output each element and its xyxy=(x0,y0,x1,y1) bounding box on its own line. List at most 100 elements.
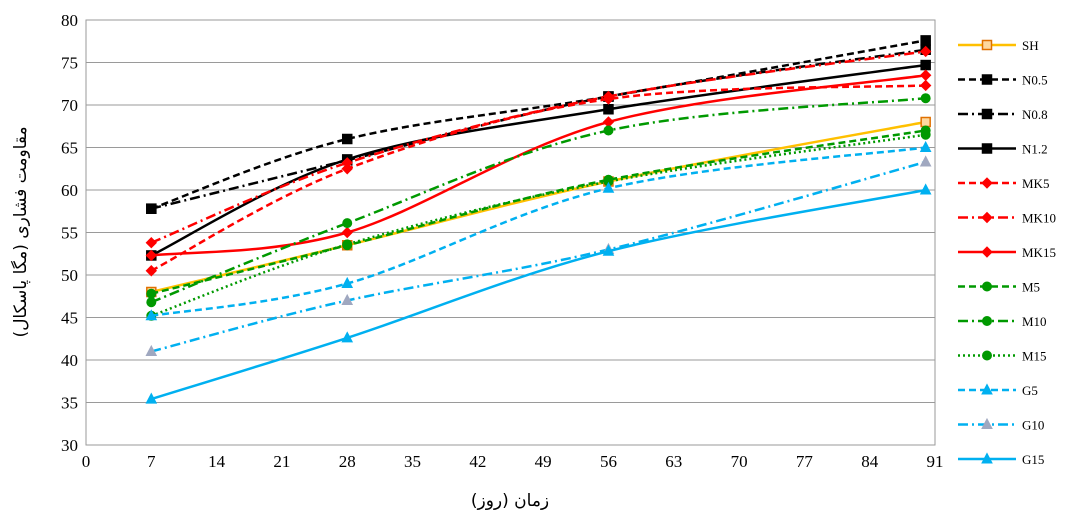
x-tick-label: 91 xyxy=(927,452,944,471)
x-tick-label: 70 xyxy=(731,452,748,471)
series-n0-8 xyxy=(146,44,931,214)
series-mk15 xyxy=(145,69,932,262)
legend-marker-mk15 xyxy=(981,246,993,258)
data-point-mk15 xyxy=(341,226,353,239)
series-line-sh xyxy=(151,120,926,294)
data-point-n0-5 xyxy=(920,35,931,46)
series-sh xyxy=(146,116,931,298)
x-tick-label: 49 xyxy=(535,452,552,471)
data-point-m10 xyxy=(920,93,931,104)
legend-label-n1-2: N1.2 xyxy=(1022,142,1048,157)
data-point-g10 xyxy=(919,155,932,167)
legend-marker-n1-2 xyxy=(981,143,993,154)
legend-item-n1-2: N1.2 xyxy=(958,142,1048,157)
legend-label-n0-8: N0.8 xyxy=(1022,107,1048,122)
data-point-g5 xyxy=(602,181,615,193)
legend-item-mk10: MK10 xyxy=(958,211,1056,226)
series-line-mk5 xyxy=(150,84,926,272)
series-mk10 xyxy=(145,45,932,249)
series-group xyxy=(145,35,932,404)
x-tick-label: 84 xyxy=(861,452,879,471)
series-mk5 xyxy=(145,79,932,277)
legend-marker-m10 xyxy=(982,316,992,326)
legend-marker-n0-5 xyxy=(981,74,993,85)
legend-label-m10: M10 xyxy=(1022,314,1047,329)
data-point-g10 xyxy=(145,344,158,356)
data-point-m10 xyxy=(146,297,157,308)
data-point-g5 xyxy=(919,140,932,152)
legend-marker-n0-8 xyxy=(981,108,993,120)
y-tick-label: 65 xyxy=(61,139,78,158)
series-line-m15 xyxy=(150,133,926,317)
x-tick-label: 21 xyxy=(273,452,290,471)
legend-item-m15: M15 xyxy=(958,349,1047,364)
legend-marker-mk5 xyxy=(981,177,993,189)
legend-marker-m5 xyxy=(982,281,992,292)
data-point-g15 xyxy=(602,244,615,256)
series-m10 xyxy=(146,93,931,308)
legend-marker-g5 xyxy=(981,383,993,395)
data-point-mk5 xyxy=(145,265,158,277)
data-point-m15 xyxy=(342,239,353,250)
legend-item-sh: SH xyxy=(958,38,1039,53)
legend-label-g15: G15 xyxy=(1022,452,1044,467)
x-tick-label: 56 xyxy=(600,452,617,471)
series-line-n0-8 xyxy=(151,48,926,210)
data-point-g5 xyxy=(145,309,158,321)
legend-marker-sh xyxy=(981,39,993,51)
plot-frame xyxy=(85,19,936,446)
legend-marker-g15 xyxy=(981,452,993,464)
data-point-mk10 xyxy=(919,45,932,58)
series-n1-2 xyxy=(146,59,931,261)
legend-marker-m15 xyxy=(982,350,992,361)
y-tick-label: 70 xyxy=(61,96,78,115)
legend-label-sh: SH xyxy=(1022,38,1039,53)
x-tick-label: 42 xyxy=(469,452,486,471)
data-point-n0-5 xyxy=(341,133,353,145)
data-point-g15 xyxy=(341,331,354,343)
legend: SH N0.5 N0.8 N1.2 MK5 MK10 MK15 M5 M10 M15 G5 G10 G1… xyxy=(958,38,1056,467)
data-point-n1-2 xyxy=(603,104,614,115)
legend-label-g5: G5 xyxy=(1022,383,1038,398)
legend-item-g15: G15 xyxy=(958,452,1044,467)
data-point-g15 xyxy=(145,392,158,404)
x-axis-title: زمان (روز) xyxy=(471,491,549,511)
y-tick-label: 50 xyxy=(61,266,78,285)
data-point-mk15 xyxy=(145,249,158,262)
data-point-mk5 xyxy=(919,79,932,92)
data-point-sh xyxy=(920,116,931,128)
legend-item-n0-5: N0.5 xyxy=(958,73,1048,88)
legend-label-mk10: MK10 xyxy=(1022,211,1056,226)
x-tick-label: 77 xyxy=(796,452,814,471)
x-tick-label: 14 xyxy=(208,452,226,471)
data-point-mk5 xyxy=(341,163,353,175)
series-line-m10 xyxy=(150,96,926,304)
legend-label-m5: M5 xyxy=(1022,280,1040,295)
legend-item-g10: G10 xyxy=(958,418,1044,433)
legend-item-m5: M5 xyxy=(958,280,1040,295)
data-point-mk10 xyxy=(145,236,158,249)
legend-item-mk15: MK15 xyxy=(958,245,1056,260)
legend-marker-g10 xyxy=(981,417,993,429)
data-point-n1-2 xyxy=(920,59,931,71)
data-point-n0-8 xyxy=(146,203,157,214)
x-tick-label: 7 xyxy=(147,452,156,471)
series-line-n1-2 xyxy=(150,63,926,257)
legend-label-g10: G10 xyxy=(1022,418,1044,433)
series-g5 xyxy=(145,140,932,321)
data-point-m15 xyxy=(920,129,931,140)
data-point-mk10 xyxy=(341,157,353,169)
legend-label-mk15: MK15 xyxy=(1022,245,1056,260)
y-tick-label: 40 xyxy=(61,351,78,370)
data-point-m5 xyxy=(146,288,157,299)
x-tick-label: 35 xyxy=(404,452,421,471)
x-tick-label: 0 xyxy=(82,452,91,471)
legend-label-mk5: MK5 xyxy=(1022,176,1049,191)
y-tick-label: 75 xyxy=(61,54,78,73)
y-tick-label: 60 xyxy=(61,181,78,200)
series-line-n0-5 xyxy=(150,39,926,210)
y-tick-label: 30 xyxy=(61,436,78,455)
series-line-g10 xyxy=(150,160,927,353)
x-tick-label: 63 xyxy=(665,452,682,471)
